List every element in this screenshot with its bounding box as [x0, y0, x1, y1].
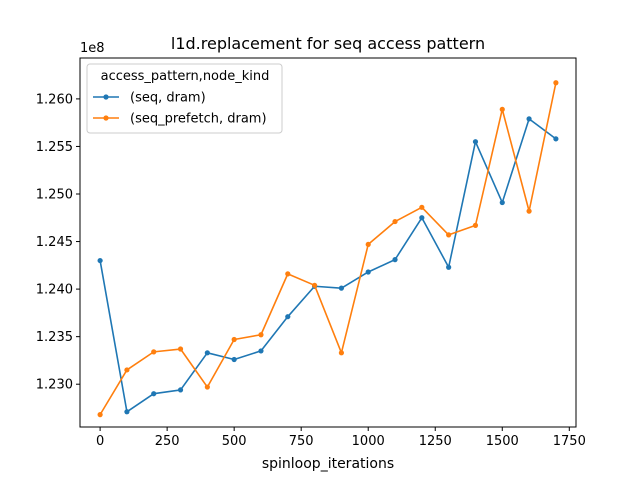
data-point [204, 384, 210, 390]
y-tick-label: 1.230 [36, 378, 73, 393]
data-point [338, 350, 345, 356]
x-tick-label: 1000 [352, 434, 385, 449]
y-axis-offset-label: 1e8 [80, 41, 105, 56]
x-tick-label: 1750 [553, 434, 586, 449]
legend-title: access_pattern,node_kind [101, 69, 270, 84]
data-point [285, 271, 291, 277]
data-point [526, 208, 532, 214]
y-tick-label: 1.235 [36, 330, 73, 345]
data-point [446, 232, 452, 238]
data-point [499, 106, 505, 112]
legend-label: (seq, dram) [130, 91, 206, 106]
data-point [446, 264, 452, 270]
series-line [99, 118, 557, 413]
x-tick-label: 1500 [486, 434, 519, 449]
data-point [258, 348, 264, 354]
y-tick-label: 1.255 [36, 140, 73, 155]
y-tick-label: 1.240 [36, 283, 73, 298]
legend-label: (seq_prefetch, dram) [130, 112, 267, 127]
data-point [177, 346, 184, 352]
data-point [365, 269, 371, 275]
x-tick-label: 750 [289, 434, 314, 449]
data-point [526, 116, 532, 122]
data-point [311, 282, 318, 288]
x-axis: 0 250 500 750 1000 1250 1500 1750 [96, 427, 586, 449]
y-tick-label: 1.260 [36, 92, 73, 107]
legend-entry: (seq, dram) [93, 91, 206, 106]
x-tick-label: 0 [96, 434, 104, 449]
data-point [472, 139, 479, 145]
data-point [338, 285, 345, 291]
y-tick-label: 1.245 [36, 235, 73, 250]
x-tick-label: 500 [222, 434, 247, 449]
series-line [99, 82, 557, 416]
x-tick-label: 1250 [419, 434, 452, 449]
data-point [365, 241, 371, 248]
x-axis-label: spinloop_iterations [262, 456, 394, 472]
axes-frame [79, 57, 577, 428]
data-point [97, 412, 103, 418]
x-tick-label: 250 [155, 434, 180, 449]
data-point [419, 215, 425, 221]
data-point [151, 391, 157, 397]
legend: access_pattern,node_kind (seq, dram) (seq… [86, 63, 283, 134]
data-point [177, 387, 184, 393]
y-tick-label: 1.250 [36, 187, 73, 202]
plot-area [97, 80, 559, 418]
data-point [231, 336, 237, 343]
data-point [472, 222, 479, 228]
data-point [97, 257, 103, 264]
data-point [124, 409, 130, 415]
y-axis: 1.230 1.235 1.240 1.245 1.250 1.255 1.260 [36, 92, 80, 393]
data-point [124, 367, 130, 373]
legend-marker [103, 115, 109, 121]
series-2 [97, 80, 559, 418]
data-point [231, 356, 237, 363]
data-point [392, 257, 398, 263]
legend-entry: (seq_prefetch, dram) [93, 112, 267, 127]
data-point [151, 349, 157, 355]
data-point [419, 204, 425, 210]
chart-title: l1d.replacement for seq access pattern [171, 34, 485, 53]
data-point [258, 332, 264, 338]
data-point [204, 350, 210, 356]
series-1 [97, 116, 559, 415]
data-point [392, 218, 398, 225]
legend-box [86, 63, 283, 134]
data-point [499, 199, 505, 206]
data-point [285, 314, 291, 320]
data-point [553, 80, 559, 86]
legend-marker [103, 94, 109, 100]
data-point [553, 136, 559, 142]
